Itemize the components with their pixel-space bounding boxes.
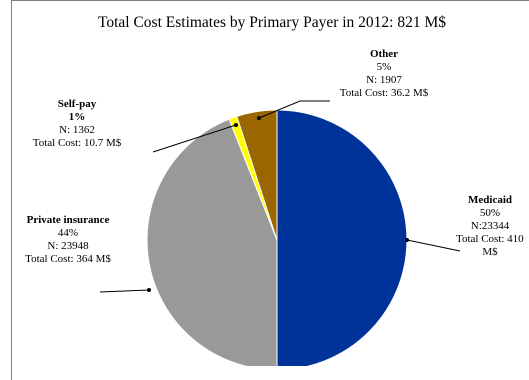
label-medicaid: Medicaid 50% N:23344 Total Cost: 410 M$ [456,194,524,258]
label-medicaid-n: N:23344 [471,220,510,232]
leader-dots [147,116,409,292]
label-other-name: Other [370,48,398,60]
label-medicaid-percent: 50% [480,207,500,219]
label-private-insurance-percent: 44% [58,227,78,239]
label-self-pay-name: Self-pay [58,98,97,110]
label-private-insurance-name: Private insurance [27,214,110,226]
pie-slices [146,109,408,366]
chart-frame [11,0,529,380]
leader-line-private-insurance [99,289,150,293]
leader-dot-private-insurance [147,288,151,292]
label-private-insurance-n: N: 23948 [47,240,89,252]
leader-dot-self-pay [234,123,238,127]
label-medicaid-cost-line2: M$ [482,246,498,258]
leader-line-self-pay [152,124,237,153]
label-private-insurance: Private insurance 44% N: 23948 Total Cos… [25,214,111,265]
label-other-percent: 5% [377,61,392,73]
leader-lines [99,100,461,293]
label-medicaid-name: Medicaid [468,194,512,206]
label-self-pay-cost: Total Cost: 10.7 M$ [33,137,122,149]
chart-title: Total Cost Estimates by Primary Payer in… [98,14,446,31]
label-other: Other 5% N: 1907 Total Cost: 36.2 M$ [340,48,429,99]
label-self-pay-n: N: 1362 [59,124,95,136]
leader-line-medicaid [406,239,461,252]
label-other-n: N: 1907 [366,74,402,86]
pie-slice-other [236,109,278,241]
leader-dot-medicaid [405,238,409,242]
leader-line-other [258,100,330,119]
pie-chart: Total Cost Estimates by Primary Payer in… [25,14,524,366]
label-medicaid-cost-line1: Total Cost: 410 [456,233,524,245]
pie-slice-medicaid [276,109,408,366]
pie-slice-private-insurance [146,118,278,366]
label-self-pay-percent: 1% [69,111,86,123]
label-self-pay: Self-pay 1% N: 1362 Total Cost: 10.7 M$ [33,98,122,149]
label-private-insurance-cost: Total Cost: 364 M$ [25,253,111,265]
label-other-cost: Total Cost: 36.2 M$ [340,87,429,99]
leader-dot-other [257,116,261,120]
